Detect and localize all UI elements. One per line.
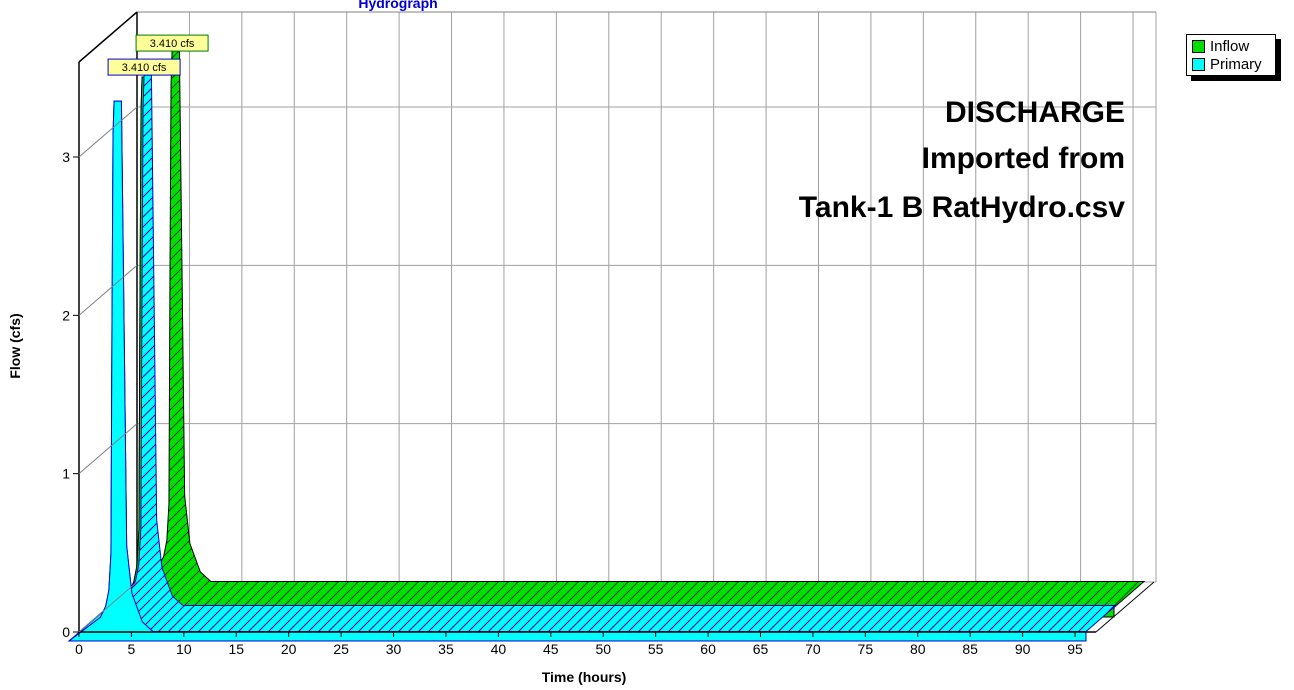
x-tick-label: 30 (386, 641, 402, 657)
x-tick-label: 75 (858, 641, 874, 657)
x-tick-label: 15 (228, 641, 244, 657)
x-tick-label: 70 (805, 641, 821, 657)
peak-labels: 3.410 cfs 3.410 cfs (107, 34, 209, 76)
y-tick-label: 0 (62, 624, 70, 640)
legend-swatch-inflow (1192, 39, 1205, 53)
legend-box: Inflow Primary (1186, 34, 1276, 76)
x-tick-label: 95 (1067, 641, 1083, 657)
x-tick-label: 40 (491, 641, 507, 657)
peak-label-text: 3.410 cfs (150, 38, 195, 50)
x-tick-label: 5 (128, 641, 136, 657)
y-grid-depth (78, 106, 138, 158)
x-axis-title: Time (hours) (542, 669, 627, 685)
x-tick-label: 20 (281, 641, 297, 657)
y-grid-depth (78, 423, 138, 475)
x-tick-label: 55 (648, 641, 664, 657)
x-tick-label: 85 (962, 641, 978, 657)
x-tick-label: 45 (543, 641, 559, 657)
peak-label-box (107, 58, 181, 76)
y-grid-depth (78, 264, 138, 316)
y-tick-label: 1 (62, 466, 70, 482)
peak-label-inflow: 3.410 cfs (135, 34, 209, 52)
discharge-annotation-line-3: Tank-1 B RatHydro.csv (799, 191, 1126, 224)
x-tick-label: 35 (438, 641, 454, 657)
y-grid-depth (78, 581, 138, 633)
depth-edge-right (1095, 581, 1155, 633)
x-tick-label: 50 (595, 641, 611, 657)
series-inflow-surface (96, 50, 1146, 618)
x-tick-label: 0 (75, 641, 83, 657)
y-axis-title: Flow (cfs) (7, 313, 23, 378)
y-tick-label: 2 (62, 307, 70, 323)
depth-edge-top (78, 11, 138, 63)
legend: Inflow Primary (1186, 34, 1280, 78)
series-primary-area (67, 100, 1087, 642)
legend-item-inflow: Inflow (1192, 37, 1249, 55)
peak-label-text: 3.410 cfs (122, 62, 167, 74)
legend-item-primary: Primary (1192, 55, 1262, 73)
x-tick-label: 80 (910, 641, 926, 657)
discharge-annotation-line-1: DISCHARGE (945, 96, 1125, 129)
peak-label-box (135, 34, 209, 52)
x-tick-label: 65 (753, 641, 769, 657)
x-tick-label: 90 (1015, 641, 1031, 657)
legend-label-primary: Primary (1210, 55, 1262, 73)
legend-swatch-primary (1192, 57, 1205, 71)
legend-label-inflow: Inflow (1210, 37, 1250, 55)
series-inflow (95, 50, 1146, 618)
x-tick-label: 10 (176, 641, 192, 657)
x-tick-label: 60 (700, 641, 716, 657)
peak-label-primary: 3.410 cfs (107, 58, 181, 76)
discharge-annotation-line-2: Imported from (922, 142, 1125, 175)
y-tick-label: 3 (62, 149, 70, 165)
chart-title: Hydrograph (358, 0, 437, 11)
series-layer (67, 50, 1146, 642)
x-tick-label: 25 (333, 641, 349, 657)
